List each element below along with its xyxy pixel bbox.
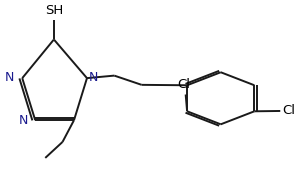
Text: SH: SH (45, 4, 63, 17)
Text: Cl: Cl (283, 104, 296, 118)
Text: Cl: Cl (178, 78, 191, 91)
Text: N: N (19, 114, 28, 127)
Text: N: N (88, 71, 98, 84)
Text: N: N (5, 71, 14, 84)
